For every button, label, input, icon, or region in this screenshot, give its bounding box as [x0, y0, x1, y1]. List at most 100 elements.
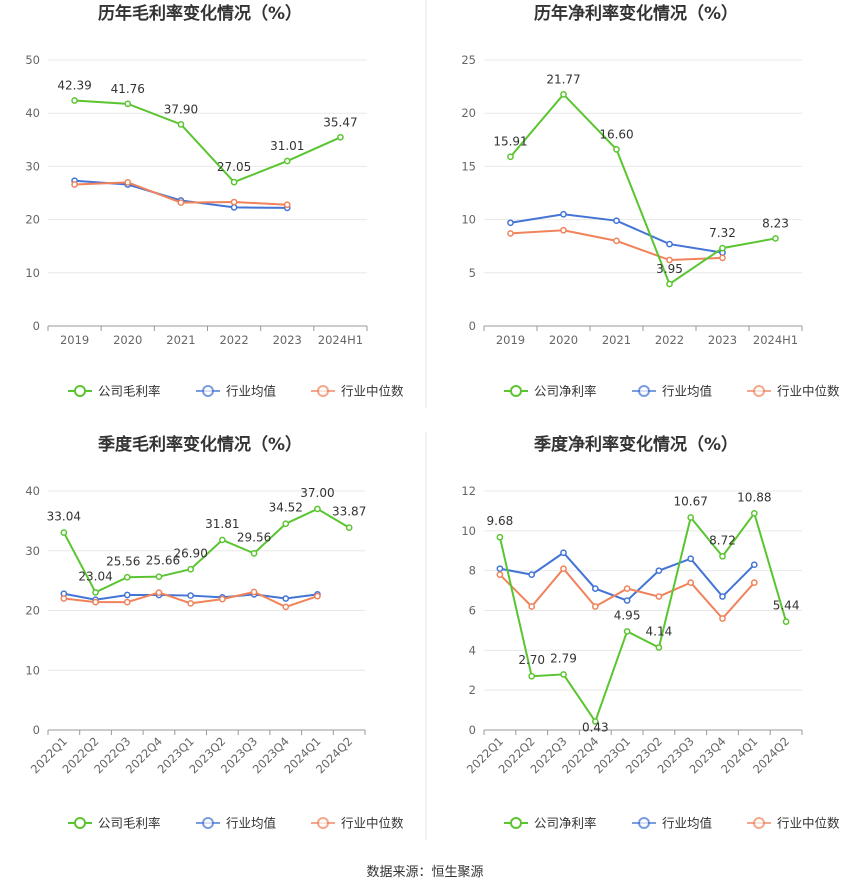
chart-title: 季度净利率变化情况（%）: [534, 434, 738, 455]
data-label: 2.79: [550, 651, 577, 665]
y-tick-label: 10: [25, 663, 40, 677]
data-point: [124, 179, 132, 186]
data-point: [655, 593, 663, 600]
data-point: [155, 573, 163, 581]
data-point: [655, 644, 663, 651]
data-label: 27.05: [217, 160, 251, 174]
data-point: [623, 597, 631, 604]
y-tick-label: 0: [33, 723, 40, 737]
data-point: [230, 178, 238, 186]
chart-title: 历年毛利率变化情况（%）: [98, 3, 302, 24]
data-point: [177, 199, 185, 206]
data-label: 16.60: [599, 127, 633, 141]
data-point: [187, 565, 194, 573]
data-point: [719, 552, 726, 560]
x-tick-label: 2019: [60, 333, 89, 347]
data-label: 3.95: [656, 262, 683, 276]
y-tick-label: 5: [469, 266, 476, 280]
y-tick-label: 10: [25, 266, 40, 280]
chart-3: 季度毛利率变化情况（%）0102030402022Q12022Q22022Q32…: [25, 434, 404, 831]
y-tick-label: 0: [33, 319, 40, 333]
data-point: [283, 201, 291, 209]
x-tick-label: 2023: [708, 333, 737, 347]
data-point: [613, 217, 620, 225]
legend-marker: [510, 385, 522, 397]
data-point: [528, 603, 536, 610]
data-point: [496, 571, 504, 579]
legend-item-1: 公司毛利率: [68, 816, 161, 831]
data-point: [560, 549, 567, 557]
data-label: 41.76: [111, 82, 145, 96]
data-point: [282, 603, 290, 611]
data-point: [219, 536, 226, 544]
data-point: [528, 571, 536, 579]
legend-label: 行业中位数: [341, 384, 404, 399]
data-label: 9.68: [487, 514, 514, 528]
data-point: [528, 672, 536, 680]
data-label: 8.23: [762, 216, 789, 230]
data-label: 33.04: [47, 510, 81, 524]
data-point: [666, 280, 673, 288]
legend-marker: [202, 385, 214, 397]
data-label: 31.81: [205, 517, 239, 531]
legend-item-3: 行业中位数: [747, 384, 840, 399]
x-tick-label: 2021: [602, 333, 631, 347]
legend-marker: [317, 817, 329, 829]
data-label: 10.88: [737, 490, 771, 504]
y-tick-label: 4: [469, 643, 476, 657]
x-tick-label: 2024H1: [753, 333, 798, 347]
data-label: 7.32: [709, 226, 736, 240]
data-point: [591, 585, 599, 592]
series-line-3: [510, 229, 723, 262]
data-point: [71, 181, 78, 188]
y-tick-label: 2: [469, 683, 476, 697]
data-label: 10.67: [674, 494, 708, 508]
data-point: [613, 237, 620, 245]
data-label: 4.95: [614, 608, 641, 622]
data-point: [666, 256, 673, 264]
data-point: [230, 198, 238, 206]
data-point: [591, 603, 599, 610]
y-tick-label: 20: [25, 604, 40, 618]
data-point: [60, 529, 68, 536]
data-point: [496, 533, 504, 541]
y-tick-label: 15: [461, 159, 476, 173]
data-point: [560, 91, 567, 98]
legend-marker: [510, 817, 522, 829]
y-tick-label: 30: [25, 159, 40, 173]
data-label: 33.87: [332, 505, 366, 519]
y-tick-label: 10: [461, 524, 476, 538]
data-point: [123, 598, 131, 606]
data-label: 4.14: [646, 625, 673, 639]
data-point: [155, 589, 163, 596]
data-point: [719, 254, 726, 262]
legend-label: 公司毛利率: [98, 384, 161, 399]
y-tick-label: 25: [461, 53, 476, 67]
data-label: 42.39: [57, 78, 91, 92]
legend-item-2: 行业均值: [196, 816, 276, 831]
data-point: [496, 565, 504, 573]
legend-item-1: 公司净利率: [504, 384, 597, 399]
y-tick-label: 40: [25, 106, 40, 120]
data-point: [719, 244, 726, 252]
legend-marker: [317, 385, 329, 397]
legend-item-2: 行业均值: [196, 384, 276, 399]
chart-title: 历年净利率变化情况（%）: [534, 3, 738, 24]
x-tick-label: 2019: [496, 333, 525, 347]
x-tick-label: 2020: [549, 333, 578, 347]
data-point: [687, 555, 695, 563]
data-label: 15.91: [493, 135, 527, 149]
data-point: [750, 509, 758, 517]
chart-4: 季度净利率变化情况（%）0246810122022Q12022Q22022Q32…: [461, 434, 840, 831]
series-line-1: [74, 99, 341, 184]
data-point: [230, 204, 238, 211]
legend-label: 行业均值: [662, 816, 712, 831]
data-point: [219, 595, 226, 603]
legend-label: 行业中位数: [341, 816, 404, 831]
y-tick-label: 0: [469, 319, 476, 333]
data-point: [123, 573, 131, 581]
legend-marker: [753, 385, 765, 397]
y-tick-label: 0: [469, 723, 476, 737]
y-tick-label: 12: [461, 484, 476, 498]
